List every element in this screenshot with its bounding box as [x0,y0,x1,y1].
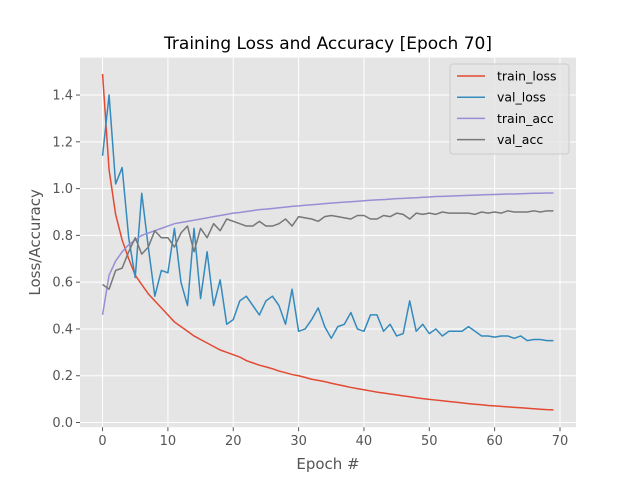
legend-label-val-acc: val_acc [497,132,543,147]
x-axis-label: Epoch # [296,455,359,473]
x-tick-label: 50 [421,434,438,449]
x-tick-label: 40 [356,434,373,449]
y-tick-label: 0.0 [52,416,73,431]
x-tick-label: 60 [486,434,503,449]
legend-label-val-loss: val_loss [497,90,546,105]
legend-label-train-acc: train_acc [497,111,554,126]
x-tick-label: 20 [225,434,242,449]
axis-ticks: 0 10 20 30 40 50 60 70 0.0 0.2 0.4 0.6 0.8 1.0 1.2 1.4 [52,89,568,450]
legend: train_loss val_loss train_acc val_acc [449,63,570,155]
y-tick-label: 0.2 [52,369,73,384]
legend-label-train-loss: train_loss [497,69,557,84]
series-line-val-acc [102,210,554,290]
y-tick-label: 1.2 [52,135,73,150]
chart-title: Training Loss and Accuracy [Epoch 70] [163,34,492,54]
x-tick-label: 30 [290,434,307,449]
y-tick-label: 0.4 [52,322,73,337]
y-tick-label: 1.0 [52,182,73,197]
x-tick-label: 70 [552,434,569,449]
series-line-train-loss [101,73,554,411]
x-tick-label: 10 [160,434,177,449]
series-layer [101,73,554,411]
series-line-val-loss [101,94,554,342]
y-tick-label: 0.6 [52,276,73,291]
series-line-train-acc [101,192,554,316]
y-tick-label: 1.4 [52,89,73,104]
y-tick-label: 0.8 [52,229,73,244]
x-tick-label: 0 [98,434,106,449]
legend-box [449,63,570,155]
y-axis-label: Loss/Accuracy [26,189,44,296]
